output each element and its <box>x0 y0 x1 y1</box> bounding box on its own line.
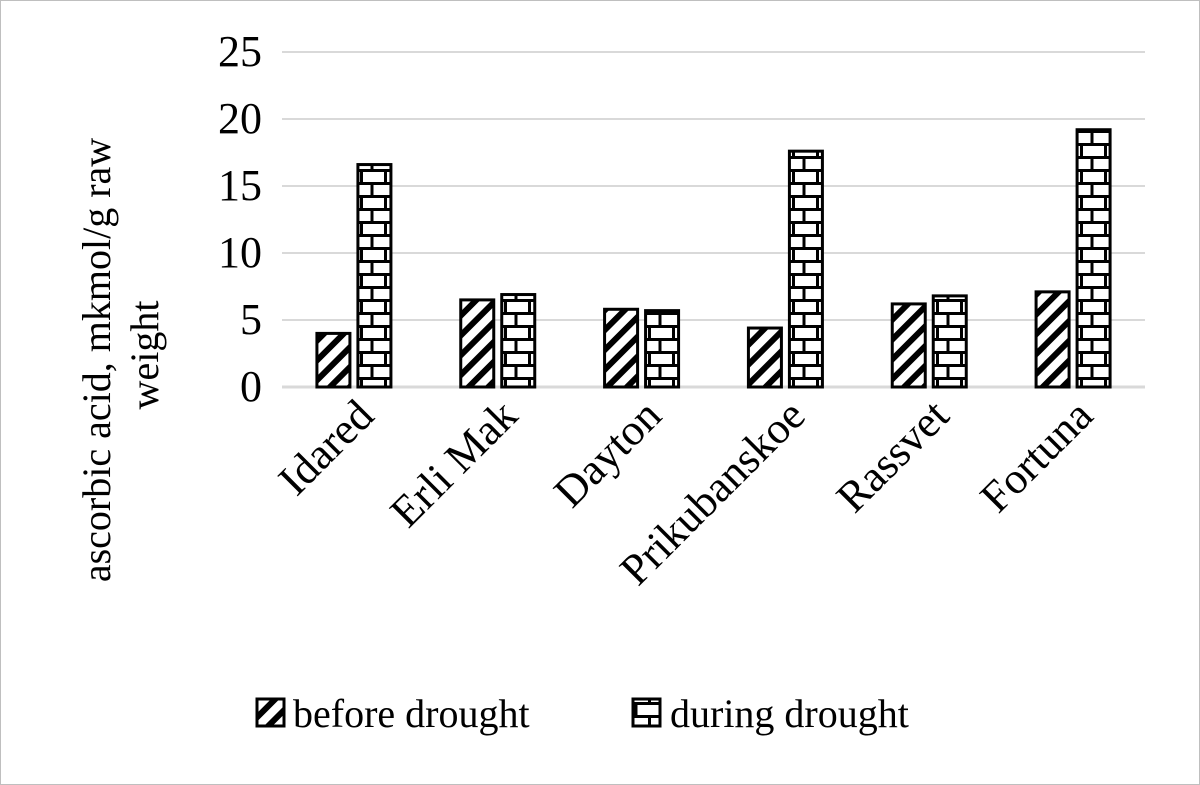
legend-swatch-during <box>631 697 662 728</box>
y-tick-label: 25 <box>218 27 262 76</box>
y-tick-label: 10 <box>218 228 262 277</box>
y-tick-label: 5 <box>240 295 262 344</box>
y-tick-label: 15 <box>218 161 262 210</box>
x-category-label: Rassvet <box>827 390 958 521</box>
legend-swatch-before <box>255 697 286 728</box>
bars <box>315 128 1112 389</box>
x-category-label: Dayton <box>544 390 670 516</box>
y-tick-label: 20 <box>218 94 262 143</box>
gridlines <box>282 51 1145 389</box>
legend-label-before: before drought <box>293 691 530 736</box>
legend: before drought during drought <box>255 691 909 736</box>
bar-during-prikubanskoe <box>787 149 824 389</box>
bar-before-erli-mak <box>459 298 496 389</box>
bar-before-prikubanskoe <box>746 326 783 389</box>
x-category-label: Idared <box>269 390 383 504</box>
bar-before-fortuna <box>1034 290 1071 389</box>
y-axis-title: ascorbic acid, mkmol/g raw weight <box>74 128 167 582</box>
bar-during-dayton <box>644 309 681 389</box>
bar-before-dayton <box>603 307 640 389</box>
y-tick-label: 0 <box>240 362 262 411</box>
legend-label-during: during drought <box>670 691 909 736</box>
bar-during-rassvet <box>931 294 968 389</box>
bar-before-idared <box>315 331 352 389</box>
bar-before-rassvet <box>890 302 927 389</box>
x-category-label: Erli Mak <box>381 390 527 536</box>
x-category-label: Fortuna <box>971 390 1102 521</box>
bar-during-erli-mak <box>500 293 537 389</box>
bar-during-idared <box>356 163 393 389</box>
bar-during-fortuna <box>1075 128 1112 389</box>
y-axis-ticks: 0 5 10 15 20 25 <box>218 27 262 411</box>
